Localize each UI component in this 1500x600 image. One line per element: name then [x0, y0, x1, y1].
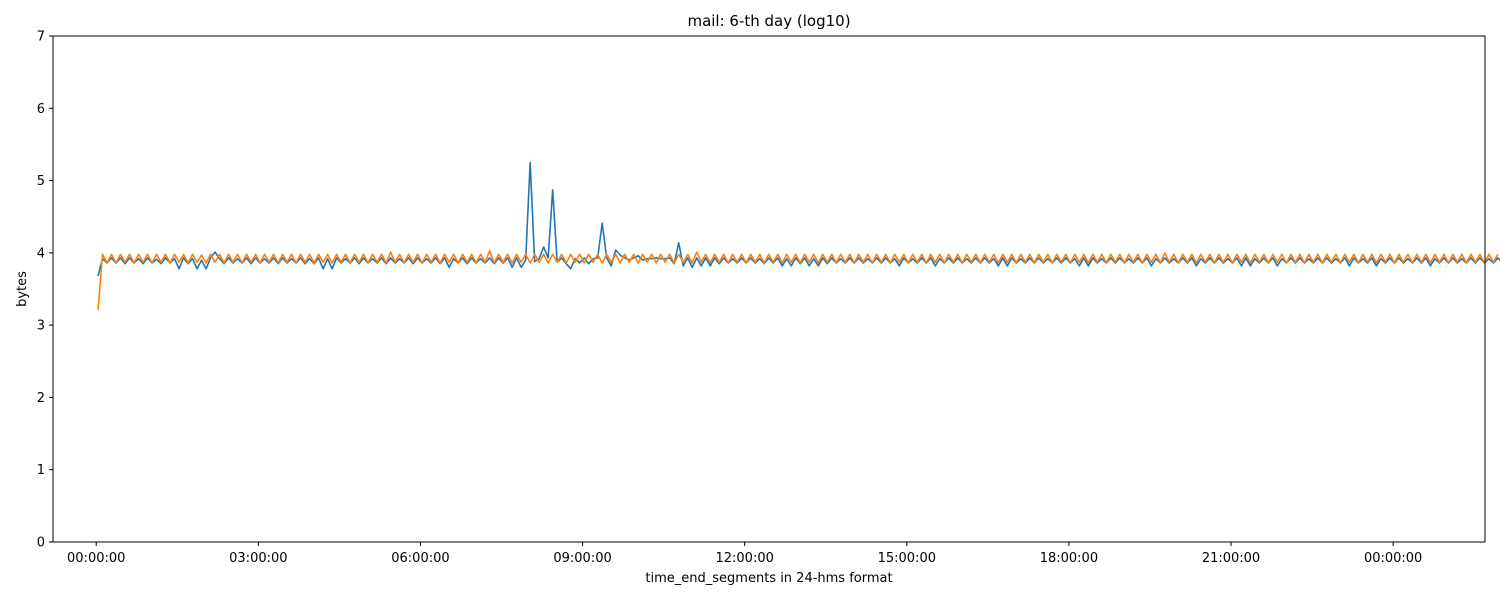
plot-frame [52, 35, 1486, 543]
series-layer [97, 161, 1500, 311]
y-axis-label: bytes [15, 271, 30, 307]
y-tick-label: 1 [37, 463, 45, 478]
x-axis-label: time_end_segments in 24-hms format [645, 571, 892, 586]
y-tick-label: 0 [37, 536, 45, 551]
y-tick-label: 4 [37, 246, 45, 261]
x-tick-label: 00:00:00 [1364, 551, 1422, 566]
x-tick-label: 21:00:00 [1202, 551, 1260, 566]
y-tick-label: 3 [37, 319, 45, 334]
x-tick-label: 03:00:00 [229, 551, 287, 566]
y-axis: 0 1 2 3 4 5 6 7 [37, 30, 53, 551]
y-tick-label: 5 [37, 174, 45, 189]
x-tick-label: 12:00:00 [715, 551, 773, 566]
x-tick-label: 09:00:00 [553, 551, 611, 566]
y-tick-label: 2 [37, 391, 45, 406]
x-tick-label: 00:00:00 [67, 551, 125, 566]
series-line-2 [97, 249, 1499, 311]
x-tick-label: 15:00:00 [878, 551, 936, 566]
x-tick-label: 18:00:00 [1040, 551, 1098, 566]
y-tick-label: 7 [37, 30, 45, 45]
x-axis: 00:00:00 03:00:00 06:00:00 09:00:00 12:00:00… [67, 542, 1422, 566]
series-line-1 [97, 161, 1500, 277]
x-tick-label: 06:00:00 [391, 551, 449, 566]
chart-title: mail: 6-th day (log10) [687, 12, 850, 30]
y-tick-label: 6 [37, 102, 45, 117]
